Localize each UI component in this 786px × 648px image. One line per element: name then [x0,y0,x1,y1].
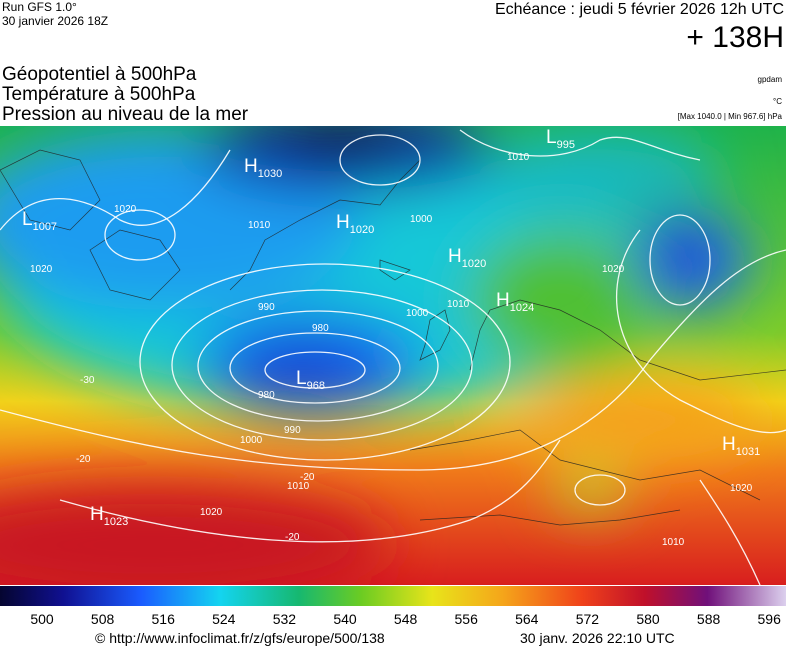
colorbar-tick: 564 [515,611,539,627]
contour-label: 1000 [240,435,263,446]
colorbar-tick: 524 [212,611,236,627]
timestamp: 30 janv. 2026 22:10 UTC [520,630,675,646]
colorbar-tick: 500 [30,611,54,627]
contour-label: 980 [312,323,329,334]
echeance: Echéance : jeudi 5 février 2026 12h UTC [495,1,784,18]
contour-label: 990 [284,425,301,436]
contour-label: -30 [80,375,95,386]
center-letter: H [448,246,462,267]
colorbar-tick: 580 [636,611,660,627]
colorbar-tick: 588 [697,611,721,627]
pressure-center: H1031 [722,434,760,458]
map-title: Géopotentiel à 500hPa [2,64,197,85]
unit-geopotential: gpdam [758,75,783,84]
colorbar-tick: 548 [394,611,418,627]
contour-label: 1010 [447,299,470,310]
contour-label: 1010 [662,537,685,548]
colorbar-tick: 516 [152,611,176,627]
contour-label: 1000 [406,308,429,319]
center-letter: H [496,290,510,311]
center-value: 1030 [258,168,282,180]
center-letter: L [22,209,33,230]
map-title: Température à 500hPa [2,84,196,105]
center-letter: H [722,434,736,455]
colorbar-tick: 556 [455,611,479,627]
contour-label: 990 [258,302,275,313]
center-value: 968 [307,380,325,392]
contour-label: 1010 [287,481,310,492]
contour-label: 1020 [602,264,625,275]
source-url: © http://www.infoclimat.fr/z/gfs/europe/… [95,630,385,646]
pressure-center: H1030 [244,156,282,180]
pressure-center: H1020 [448,246,486,270]
pressure-center: H1023 [90,504,128,528]
contour-label: -20 [285,532,300,543]
colorbar [0,586,786,606]
center-letter: H [244,156,258,177]
contour-label: 1000 [410,214,433,225]
colorbar-tick: 532 [273,611,297,627]
center-value: 1007 [33,221,57,233]
colorbar-tick: 508 [91,611,115,627]
pressure-center: L995 [546,127,575,151]
center-value: 1023 [104,516,128,528]
pressure-center: H1024 [496,290,534,314]
colorbar-tick: 572 [576,611,600,627]
pressure-center: L1007 [22,209,57,233]
contour-label: 1010 [507,152,530,163]
contour-label: 1020 [730,483,753,494]
contour-label: 1020 [30,264,53,275]
pressure-center: L968 [296,368,325,392]
center-value: 1024 [510,302,534,314]
contour-label: 1020 [200,507,223,518]
center-value: 1020 [350,224,374,236]
center-value: 1020 [462,258,486,270]
pressure-center: H1020 [336,212,374,236]
center-letter: L [296,368,307,389]
map-title: Pression au niveau de la mer [2,104,249,125]
colorbar-tick: 596 [758,611,782,627]
center-value: 995 [557,139,575,151]
colorbar-tick: 540 [333,611,357,627]
run-date: 30 janvier 2026 18Z [2,14,108,28]
unit-temperature: °C [773,97,782,106]
contour-label: 980 [258,390,275,401]
isobars [0,129,786,585]
pressure-range: [Max 1040.0 | Min 967.6] hPa [678,112,783,121]
contour-label: 1020 [114,204,137,215]
contour-label: -20 [76,454,91,465]
center-letter: H [90,504,104,525]
contour-label: 1010 [248,220,271,231]
contour-label: -20 [300,472,315,483]
center-letter: L [546,127,557,148]
center-letter: H [336,212,350,233]
lead-time: + 138H [686,21,784,54]
run-label: Run GFS 1.0° [2,0,77,14]
center-value: 1031 [736,446,760,458]
